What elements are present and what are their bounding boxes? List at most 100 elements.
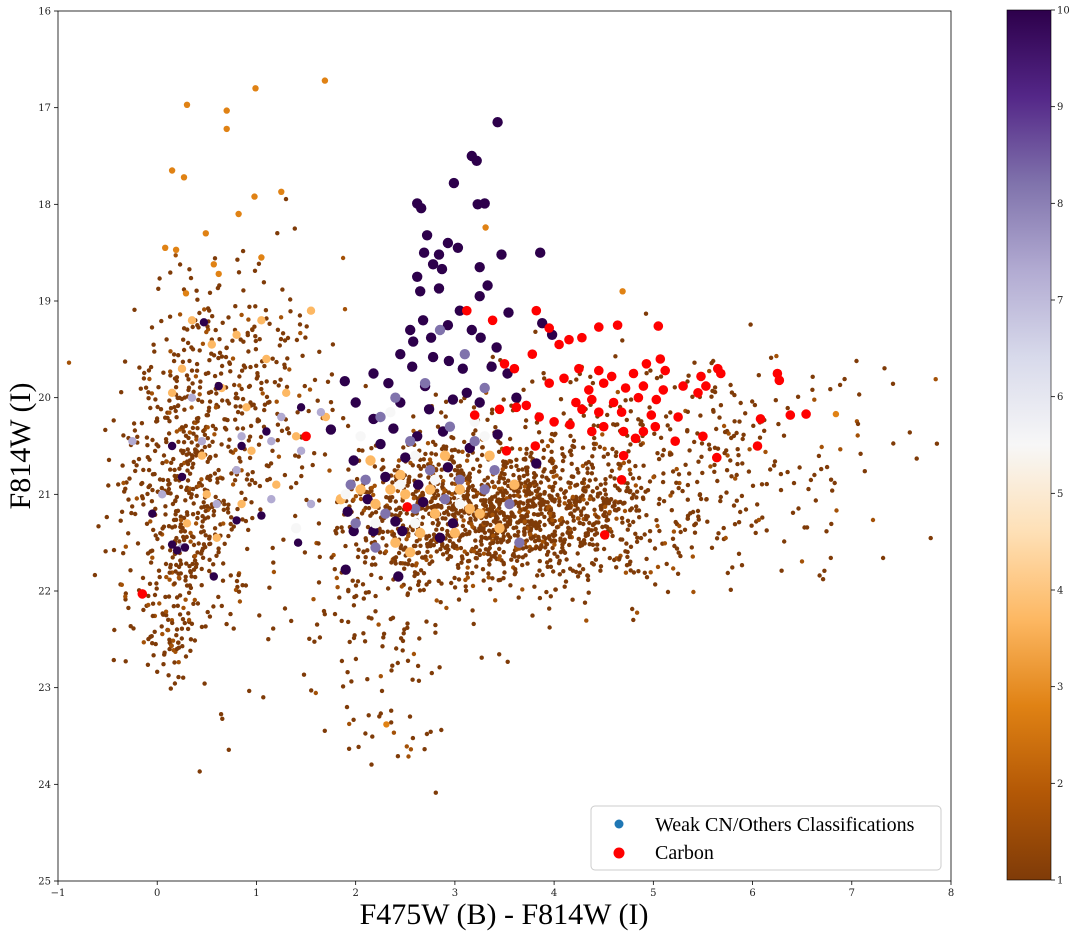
point-background-cloud xyxy=(243,583,249,588)
point-blue-plume-pale xyxy=(232,330,241,339)
point-background-cloud xyxy=(583,461,589,466)
point-background-cloud xyxy=(558,550,564,555)
point-background-cloud xyxy=(431,543,436,548)
point-rgb-plume-white xyxy=(355,431,366,442)
point-background-cloud xyxy=(383,549,389,554)
point-background-cloud xyxy=(223,354,229,360)
point-agb-orange xyxy=(223,125,230,133)
point-background-cloud xyxy=(283,196,289,202)
point-blue-plume-pale xyxy=(182,519,192,528)
point-background-cloud xyxy=(205,609,210,615)
point-background-cloud xyxy=(523,457,528,462)
point-background-cloud xyxy=(602,504,608,509)
point-background-cloud xyxy=(471,405,477,410)
point-background-cloud xyxy=(153,641,158,647)
point-background-cloud xyxy=(226,502,231,507)
point-background-cloud xyxy=(463,588,469,593)
point-background-cloud xyxy=(750,483,756,488)
point-background-cloud xyxy=(485,417,490,422)
point-background-cloud xyxy=(749,523,754,528)
point-background-cloud xyxy=(660,479,666,485)
point-carbon xyxy=(577,332,587,343)
point-background-cloud xyxy=(144,521,150,526)
point-background-cloud xyxy=(339,525,344,530)
point-background-cloud xyxy=(423,451,428,457)
point-background-cloud xyxy=(771,463,777,468)
point-background-cloud xyxy=(198,530,204,535)
point-background-cloud xyxy=(476,528,482,534)
point-background-cloud xyxy=(312,639,317,644)
point-background-cloud xyxy=(738,400,743,406)
point-background-cloud xyxy=(400,648,405,653)
point-background-cloud xyxy=(227,437,232,442)
point-background-cloud xyxy=(186,377,191,382)
point-background-cloud xyxy=(389,560,394,565)
point-background-cloud xyxy=(732,419,737,424)
point-background-cloud xyxy=(212,256,218,261)
x-tick-label: 8 xyxy=(948,888,954,899)
point-background-cloud xyxy=(181,537,187,543)
point-rgb-plume-white xyxy=(454,498,465,510)
point-background-cloud xyxy=(625,527,630,532)
point-rgb-plume-purple xyxy=(325,424,337,435)
point-background-cloud xyxy=(216,550,221,555)
point-background-cloud xyxy=(293,453,298,458)
point-background-cloud xyxy=(725,453,730,458)
point-background-cloud xyxy=(300,353,305,358)
point-background-cloud xyxy=(627,523,632,528)
point-background-cloud xyxy=(858,451,863,456)
point-carbon xyxy=(655,354,666,364)
point-rgb-plume-pale xyxy=(474,508,485,519)
point-rgb-plume-purple xyxy=(400,452,411,463)
point-carbon xyxy=(693,388,703,398)
point-rgb-plume-purple xyxy=(348,525,359,537)
point-background-cloud xyxy=(568,511,573,517)
point-background-cloud xyxy=(534,544,540,550)
point-background-cloud xyxy=(718,498,723,504)
point-background-cloud xyxy=(167,314,173,319)
point-background-cloud xyxy=(752,402,758,408)
point-background-cloud xyxy=(316,580,322,585)
point-background-cloud xyxy=(698,413,703,418)
point-background-cloud xyxy=(304,324,309,329)
point-background-cloud xyxy=(332,611,338,617)
point-background-cloud xyxy=(164,459,169,464)
point-background-cloud xyxy=(482,520,487,525)
point-background-cloud xyxy=(537,501,542,506)
point-background-cloud xyxy=(636,475,642,481)
point-background-cloud xyxy=(253,334,258,339)
point-blue-plume-pale xyxy=(272,480,281,489)
point-background-cloud xyxy=(106,483,111,488)
point-background-cloud xyxy=(240,517,245,522)
point-background-cloud xyxy=(670,536,676,541)
point-background-cloud xyxy=(200,555,206,560)
point-background-cloud xyxy=(573,483,578,488)
point-background-cloud xyxy=(459,560,464,565)
point-background-cloud xyxy=(641,496,646,502)
point-background-cloud xyxy=(406,533,411,539)
point-background-cloud xyxy=(816,453,822,459)
point-background-cloud xyxy=(229,471,234,476)
point-rgb-plume-purple xyxy=(486,361,497,372)
point-rgb-plume-purple xyxy=(474,262,485,273)
point-background-cloud xyxy=(220,476,225,481)
point-blue-plume-pale xyxy=(197,451,207,460)
point-background-cloud xyxy=(692,360,697,365)
point-background-cloud xyxy=(156,286,161,291)
point-background-cloud xyxy=(186,611,191,616)
point-background-cloud xyxy=(267,321,272,326)
point-background-cloud xyxy=(173,512,178,517)
series-carbon xyxy=(137,305,811,599)
point-blue-plume-pale xyxy=(212,533,221,542)
point-background-cloud xyxy=(150,437,155,443)
point-carbon xyxy=(785,410,796,420)
point-background-cloud xyxy=(178,558,183,563)
point-background-cloud xyxy=(424,731,430,737)
point-background-cloud xyxy=(548,511,553,516)
point-background-cloud xyxy=(435,522,440,528)
point-background-cloud xyxy=(828,387,833,392)
point-background-cloud xyxy=(163,561,169,567)
point-background-cloud xyxy=(779,568,784,573)
point-background-cloud xyxy=(184,561,189,566)
point-background-cloud xyxy=(501,463,506,468)
